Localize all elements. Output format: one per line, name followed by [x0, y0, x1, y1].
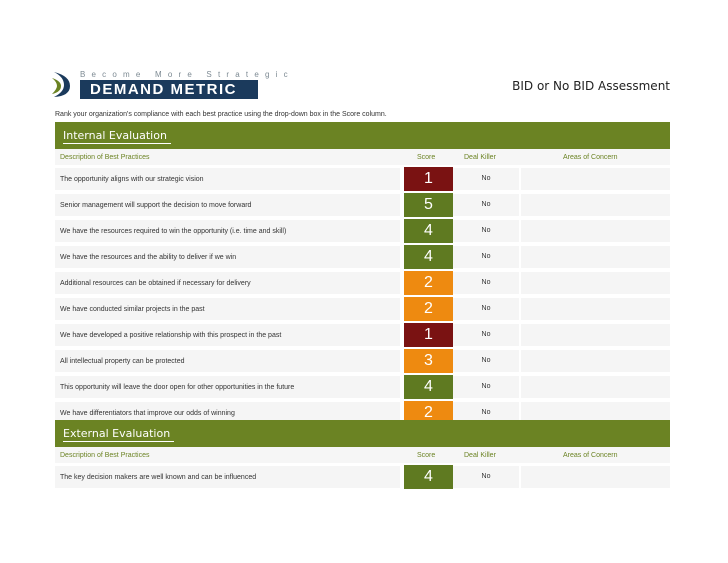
best-practice-text: We have the resources and the ability to…	[60, 254, 237, 261]
table-row: We have differentiators that improve our…	[55, 400, 670, 426]
internal-rows: The opportunity aligns with our strategi…	[55, 166, 670, 426]
best-practice-text: Additional resources can be obtained if …	[60, 280, 251, 287]
areas-of-concern-cell[interactable]	[521, 466, 670, 488]
score-dropdown[interactable]: 4	[404, 375, 453, 399]
deal-killer-cell[interactable]: No	[453, 466, 519, 488]
external-evaluation-section: External Evaluation Description of Best …	[55, 420, 670, 490]
description-cell: Additional resources can be obtained if …	[55, 272, 400, 294]
col-description-header: Description of Best Practices	[60, 154, 150, 161]
col-score-header: Score	[417, 452, 436, 459]
best-practice-text: All intellectual property can be protect…	[60, 358, 185, 365]
best-practice-text: We have the resources required to win th…	[60, 228, 287, 235]
description-cell: Senior management will support the decis…	[55, 194, 400, 216]
areas-of-concern-cell[interactable]	[521, 350, 670, 372]
description-cell: The key decision makers are well known a…	[55, 466, 400, 488]
deal-killer-cell[interactable]: No	[453, 246, 519, 268]
table-row: We have conducted similar projects in th…	[55, 296, 670, 322]
areas-of-concern-cell[interactable]	[521, 194, 670, 216]
best-practice-text: We have developed a positive relationshi…	[60, 332, 282, 339]
areas-of-concern-cell[interactable]	[521, 168, 670, 190]
score-dropdown[interactable]: 1	[404, 167, 453, 191]
description-cell: The opportunity aligns with our strategi…	[55, 168, 400, 190]
areas-of-concern-cell[interactable]	[521, 376, 670, 398]
column-header-row: Description of Best Practices Score Deal…	[55, 149, 670, 166]
table-row: The key decision makers are well known a…	[55, 464, 670, 490]
areas-of-concern-cell[interactable]	[521, 246, 670, 268]
score-dropdown[interactable]: 4	[404, 219, 453, 243]
deal-killer-cell[interactable]: No	[453, 324, 519, 346]
table-row: All intellectual property can be protect…	[55, 348, 670, 374]
description-cell: All intellectual property can be protect…	[55, 350, 400, 372]
score-dropdown[interactable]: 1	[404, 323, 453, 347]
deal-killer-cell[interactable]: No	[453, 402, 519, 424]
column-header-row: Description of Best Practices Score Deal…	[55, 447, 670, 464]
score-dropdown[interactable]: 5	[404, 193, 453, 217]
row-divider	[55, 269, 670, 270]
logo-mark-icon	[52, 72, 70, 97]
row-divider	[55, 321, 670, 322]
col-concerns-header: Areas of Concern	[563, 154, 618, 161]
row-divider	[55, 191, 670, 192]
description-cell: We have the resources and the ability to…	[55, 246, 400, 268]
best-practice-text: We have conducted similar projects in th…	[60, 306, 205, 313]
areas-of-concern-cell[interactable]	[521, 272, 670, 294]
description-cell: This opportunity will leave the door ope…	[55, 376, 400, 398]
external-rows: The key decision makers are well known a…	[55, 464, 670, 490]
table-row: Additional resources can be obtained if …	[55, 270, 670, 296]
table-row: We have the resources and the ability to…	[55, 244, 670, 270]
row-divider	[55, 295, 670, 296]
best-practice-text: We have differentiators that improve our…	[60, 410, 235, 417]
description-cell: We have the resources required to win th…	[55, 220, 400, 242]
row-divider	[55, 243, 670, 244]
internal-evaluation-section: Internal Evaluation Description of Best …	[55, 122, 670, 426]
deal-killer-cell[interactable]: No	[453, 272, 519, 294]
deal-killer-cell[interactable]: No	[453, 168, 519, 190]
section-header: External Evaluation	[55, 420, 670, 447]
row-divider	[55, 489, 670, 490]
page-title: BID or No BID Assessment	[512, 79, 670, 93]
deal-killer-cell[interactable]: No	[453, 376, 519, 398]
deal-killer-cell[interactable]: No	[453, 194, 519, 216]
description-cell: We have conducted similar projects in th…	[55, 298, 400, 320]
col-description-header: Description of Best Practices	[60, 452, 150, 459]
section-title: External Evaluation	[63, 427, 175, 442]
row-divider	[55, 373, 670, 374]
areas-of-concern-cell[interactable]	[521, 402, 670, 424]
score-dropdown[interactable]: 4	[404, 465, 453, 489]
table-row: We have developed a positive relationshi…	[55, 322, 670, 348]
best-practice-text: This opportunity will leave the door ope…	[60, 384, 295, 391]
table-row: We have the resources required to win th…	[55, 218, 670, 244]
row-divider	[55, 399, 670, 400]
score-dropdown[interactable]: 3	[404, 349, 453, 373]
brand-name: DEMAND METRIC	[80, 80, 258, 99]
table-row: This opportunity will leave the door ope…	[55, 374, 670, 400]
row-divider	[55, 217, 670, 218]
table-row: Senior management will support the decis…	[55, 192, 670, 218]
row-divider	[55, 347, 670, 348]
demand-metric-logo: Become More Strategic DEMAND METRIC	[50, 70, 288, 100]
instructions-text: Rank your organization's compliance with…	[55, 111, 387, 118]
section-header: Internal Evaluation	[55, 122, 670, 149]
areas-of-concern-cell[interactable]	[521, 220, 670, 242]
section-title: Internal Evaluation	[63, 129, 171, 144]
best-practice-text: Senior management will support the decis…	[60, 202, 252, 209]
best-practice-text: The key decision makers are well known a…	[60, 474, 257, 481]
table-row: The opportunity aligns with our strategi…	[55, 166, 670, 192]
description-cell: We have developed a positive relationshi…	[55, 324, 400, 346]
brand-tagline: Become More Strategic	[80, 70, 294, 79]
description-cell: We have differentiators that improve our…	[55, 402, 400, 424]
score-dropdown[interactable]: 4	[404, 245, 453, 269]
col-deal-killer-header: Deal Killer	[464, 154, 496, 161]
areas-of-concern-cell[interactable]	[521, 298, 670, 320]
deal-killer-cell[interactable]: No	[453, 350, 519, 372]
best-practice-text: The opportunity aligns with our strategi…	[60, 176, 204, 183]
score-dropdown[interactable]: 2	[404, 297, 453, 321]
deal-killer-cell[interactable]: No	[453, 298, 519, 320]
areas-of-concern-cell[interactable]	[521, 324, 670, 346]
col-deal-killer-header: Deal Killer	[464, 452, 496, 459]
score-dropdown[interactable]: 2	[404, 271, 453, 295]
deal-killer-cell[interactable]: No	[453, 220, 519, 242]
col-score-header: Score	[417, 154, 436, 161]
col-concerns-header: Areas of Concern	[563, 452, 618, 459]
